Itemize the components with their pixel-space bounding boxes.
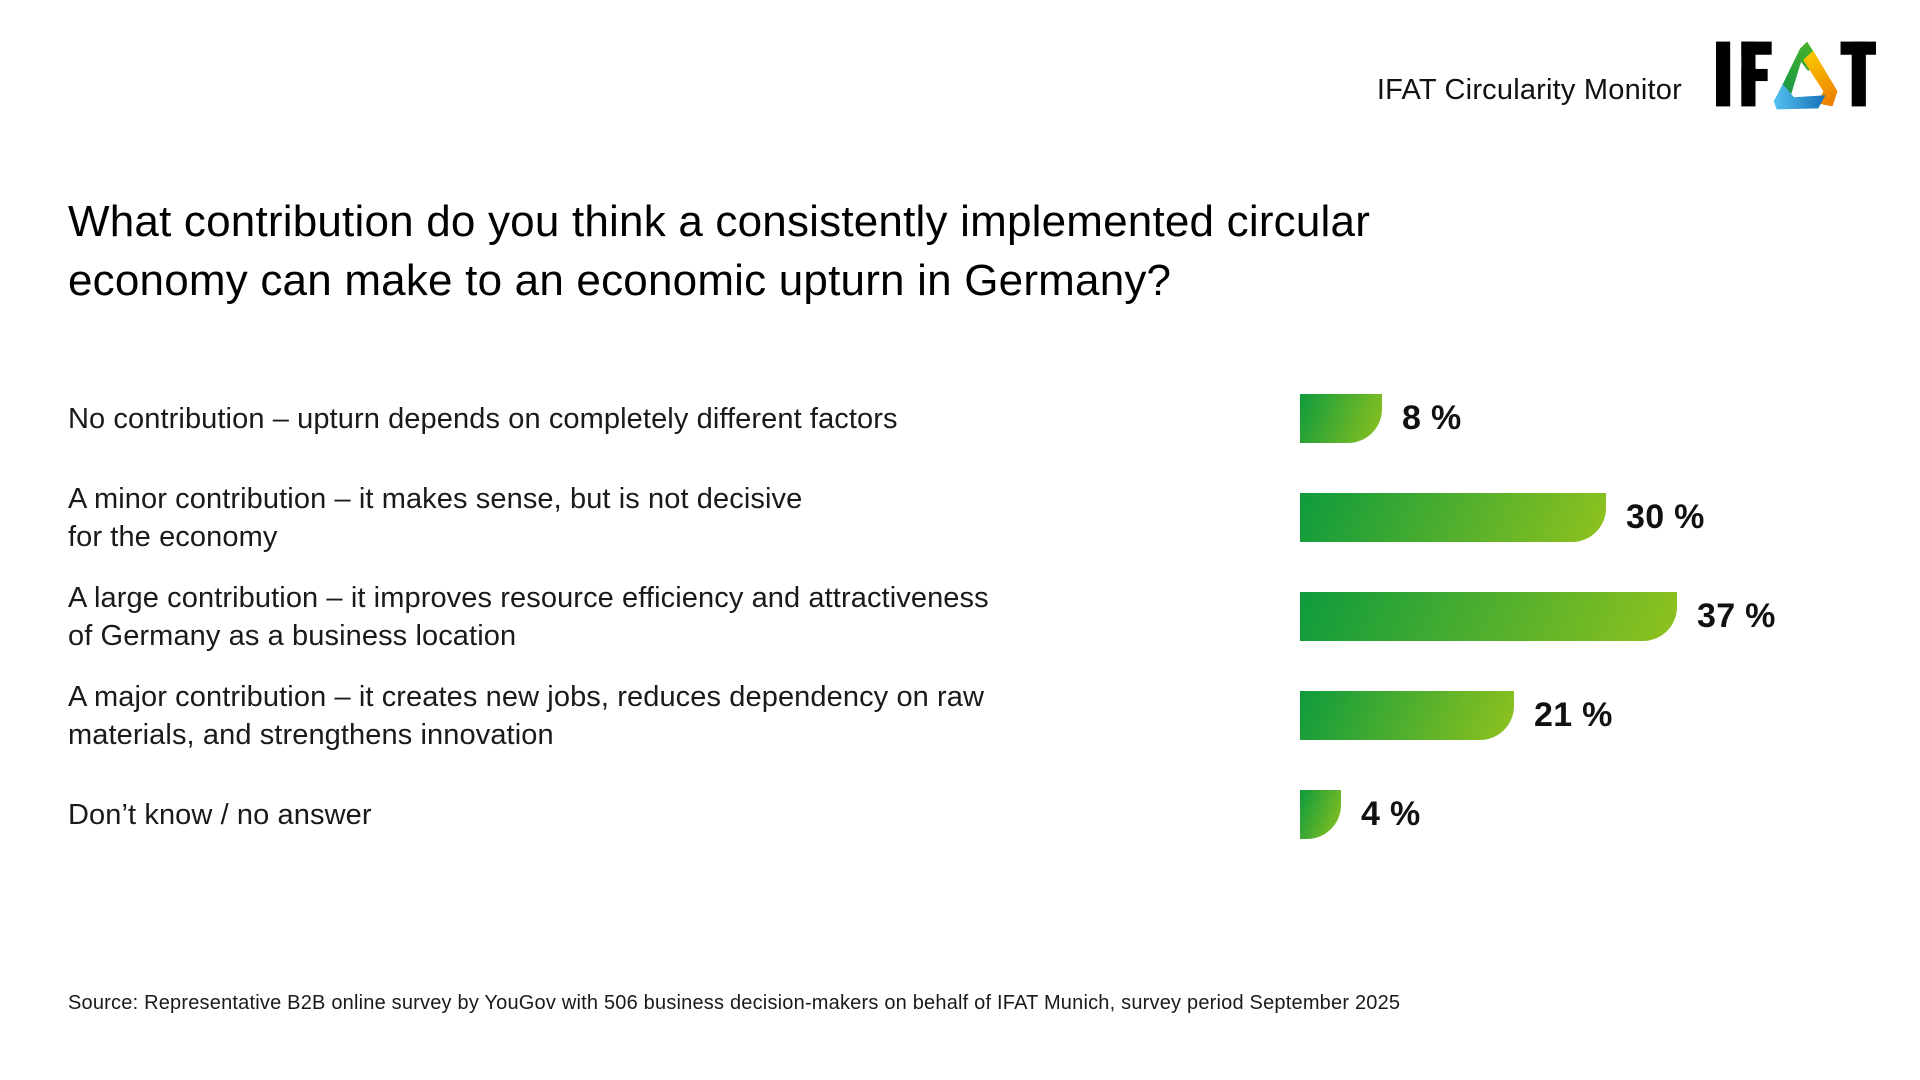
chart-row: A large contribution – it improves resou… [0,582,1920,652]
category-label: A large contribution – it improves resou… [68,581,989,652]
ifat-logo-icon [1716,41,1876,110]
value-label: 4 % [1361,795,1421,833]
bar-area: 8 % [1300,394,1462,443]
chart-row: No contribution – upturn depends on comp… [0,394,1920,443]
chart-row: Don’t know / no answer 4 % [0,790,1920,839]
bar-area: 37 % [1300,592,1776,641]
bar [1300,394,1382,443]
category-label: A minor contribution – it makes sense, b… [68,482,803,553]
bar [1300,790,1341,839]
product-name: IFAT Circularity Monitor [1376,74,1682,106]
bar-area: 4 % [1300,790,1421,839]
bar-area: 21 % [1300,691,1613,740]
ifat-logo [1716,38,1876,110]
source-note: Source: Representative B2B online survey… [68,992,1401,1014]
value-label: 21 % [1534,696,1613,734]
chart-row: A major contribution – it creates new jo… [0,681,1920,751]
category-label: Don’t know / no answer [68,798,372,831]
bar [1300,691,1514,740]
category-label: No contribution – upturn depends on comp… [68,402,898,435]
bar-area: 30 % [1300,493,1705,542]
value-label: 8 % [1402,399,1462,437]
page-title: What contribution do you think a consist… [68,197,1371,305]
chart-row: A minor contribution – it makes sense, b… [0,483,1920,553]
bar [1300,493,1606,542]
value-label: 37 % [1697,597,1776,635]
category-label: A major contribution – it creates new jo… [68,680,985,751]
bar [1300,592,1677,641]
value-label: 30 % [1626,498,1705,536]
